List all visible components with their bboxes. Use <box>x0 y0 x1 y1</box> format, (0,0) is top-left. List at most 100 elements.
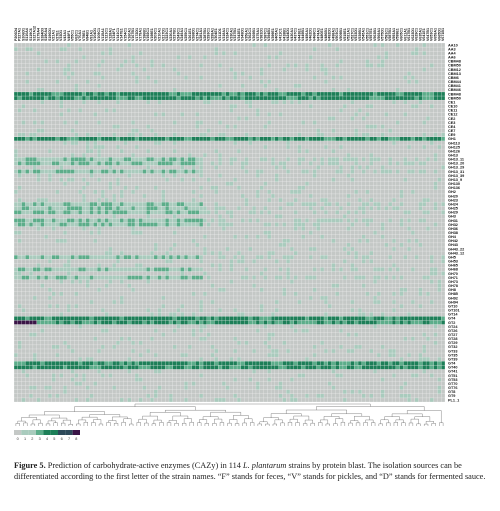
heatmap-cell <box>112 63 116 68</box>
heatmap-cell <box>327 181 332 186</box>
heatmap-cell <box>361 120 366 125</box>
heatmap-cell <box>358 59 362 64</box>
heatmap-cell <box>240 202 245 207</box>
strain-label: V581C1 <box>384 28 388 41</box>
heatmap-cell <box>165 88 169 92</box>
heatmap-cell <box>97 165 101 170</box>
heatmap-cell <box>123 145 128 149</box>
heatmap-cell <box>97 185 101 190</box>
heatmap-cell <box>63 51 67 56</box>
heatmap-cell <box>433 96 438 100</box>
heatmap-cell <box>225 55 230 60</box>
heatmap-cell <box>324 96 328 100</box>
heatmap-cell <box>55 120 60 125</box>
heatmap-cell <box>78 153 82 158</box>
heatmap-cell <box>433 100 438 105</box>
heatmap-cell <box>256 153 260 158</box>
heatmap-cell <box>369 173 374 178</box>
heatmap-cell <box>169 55 173 60</box>
heatmap-cell <box>70 169 75 174</box>
heatmap-cell <box>120 124 124 129</box>
heatmap-cell <box>142 116 147 121</box>
heatmap-cell <box>97 206 101 211</box>
heatmap-cell <box>165 79 169 84</box>
heatmap-cell <box>116 88 120 92</box>
heatmap-cell <box>297 83 302 88</box>
heatmap-cell <box>233 165 237 170</box>
heatmap-cell <box>316 173 321 178</box>
heatmap-cell <box>441 116 445 121</box>
heatmap-cell <box>169 198 173 202</box>
heatmap-cell <box>282 210 287 215</box>
heatmap-cell <box>373 153 377 158</box>
heatmap-cell <box>199 194 203 198</box>
heatmap-cell <box>369 124 374 129</box>
heatmap-cell <box>293 104 298 109</box>
strain-label: V362C1 <box>248 28 252 41</box>
heatmap-cell <box>343 100 347 105</box>
heatmap-cell <box>373 112 377 117</box>
heatmap-cell <box>407 104 411 109</box>
heatmap-cell <box>350 51 355 56</box>
heatmap-cell <box>365 79 370 84</box>
heatmap-cell <box>343 132 347 137</box>
heatmap-cell <box>411 169 415 174</box>
heatmap-cell <box>365 43 370 47</box>
heatmap-cell <box>433 71 438 76</box>
heatmap-cell <box>343 116 347 121</box>
heatmap-cell <box>426 149 430 153</box>
heatmap-cell <box>21 185 26 190</box>
heatmap-cell <box>150 149 154 153</box>
heatmap-cell <box>309 210 313 215</box>
heatmap-cell <box>33 96 37 100</box>
heatmap-cell <box>48 55 52 60</box>
heatmap-cell <box>293 59 298 64</box>
heatmap-cell <box>191 92 196 96</box>
heatmap-cell <box>377 169 381 174</box>
heatmap-cell <box>165 149 169 153</box>
heatmap-cell <box>63 185 67 190</box>
heatmap-cell <box>218 124 222 129</box>
heatmap-cell <box>93 132 98 137</box>
heatmap-cell <box>176 59 181 64</box>
heatmap-cell <box>396 59 400 64</box>
heatmap-cell <box>350 214 355 219</box>
heatmap-cell <box>259 202 264 207</box>
heatmap-cell <box>301 71 305 76</box>
heatmap-cell <box>157 190 162 194</box>
heatmap-cell <box>169 181 173 186</box>
heatmap-cell <box>335 136 339 141</box>
heatmap-cell <box>256 145 260 149</box>
heatmap-cell <box>176 120 181 125</box>
heatmap-cell <box>346 92 351 96</box>
strain-label: V274C1 <box>195 28 199 41</box>
heatmap-cell <box>233 71 237 76</box>
heatmap-cell <box>441 198 445 202</box>
heatmap-cell <box>327 169 332 174</box>
heatmap-cell <box>135 96 139 100</box>
heatmap-cell <box>206 59 211 64</box>
heatmap-cell <box>218 96 222 100</box>
heatmap-cell <box>161 51 166 56</box>
heatmap-cell <box>433 194 438 198</box>
heatmap-cell <box>354 51 358 56</box>
heatmap-cell <box>157 173 162 178</box>
heatmap-cell <box>229 132 234 137</box>
heatmap-cell <box>343 149 347 153</box>
heatmap-cell <box>70 141 75 145</box>
heatmap-cell <box>320 128 324 133</box>
heatmap-cell <box>138 169 143 174</box>
heatmap-cell <box>203 112 207 117</box>
heatmap-cell <box>44 51 48 56</box>
heatmap-cell <box>392 75 396 80</box>
heatmap-cell <box>157 67 162 72</box>
heatmap-cell <box>127 67 132 72</box>
heatmap-cell <box>373 120 377 125</box>
heatmap-cell <box>411 51 415 56</box>
heatmap-cell <box>188 92 192 96</box>
heatmap-cell <box>377 149 381 153</box>
heatmap-cell <box>180 198 184 202</box>
heatmap-cell <box>365 124 370 129</box>
heatmap-cell <box>237 153 241 158</box>
heatmap-cell <box>74 96 79 100</box>
